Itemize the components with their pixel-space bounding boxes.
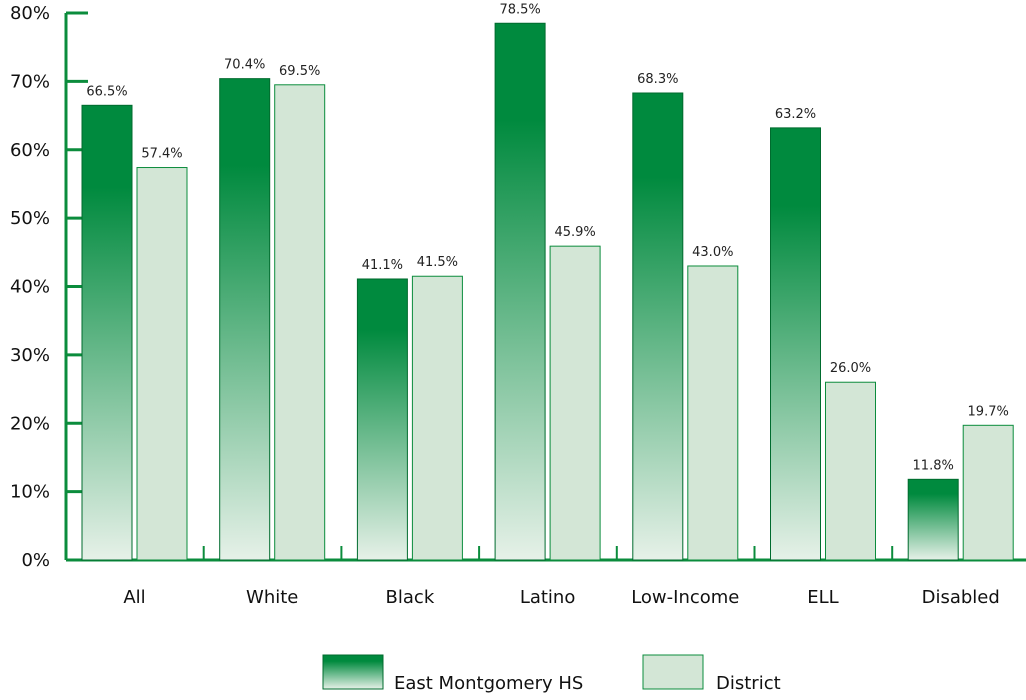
bar-east-montgomery-hs-low-income xyxy=(632,92,684,561)
y-tick-label: 40% xyxy=(10,277,50,298)
data-label: 45.9% xyxy=(554,225,595,240)
x-category-label: ELL xyxy=(807,587,838,608)
bar-east-montgomery-hs-disabled xyxy=(907,478,959,561)
bar-district-all xyxy=(136,167,188,561)
bar-district-latino xyxy=(549,245,601,561)
x-category-label: All xyxy=(123,587,145,608)
bar-east-montgomery-hs-latino xyxy=(494,22,546,561)
y-tick-label: 50% xyxy=(10,208,50,229)
x-category-label: Disabled xyxy=(922,587,1000,608)
data-label: 70.4% xyxy=(224,58,265,73)
y-tick-label: 0% xyxy=(21,550,50,571)
y-tick-label: 60% xyxy=(10,140,50,161)
data-label: 66.5% xyxy=(86,84,127,99)
data-labels: 66.5% 57.4% 70.4% 69.5% 41.1% 41.5% 78.5% 45.9%… xyxy=(86,2,1009,473)
bar-district-ell xyxy=(825,381,876,561)
bar-district-low-income xyxy=(687,265,739,561)
y-tick-label: 10% xyxy=(10,482,50,503)
bars xyxy=(81,22,1014,561)
bar-district-disabled xyxy=(962,424,1014,561)
x-category-label: Latino xyxy=(520,587,576,608)
data-label: 69.5% xyxy=(279,64,320,79)
x-category-label: Black xyxy=(386,587,435,608)
data-label: 57.4% xyxy=(141,147,182,162)
data-label: 41.1% xyxy=(362,258,403,273)
data-label: 41.5% xyxy=(417,255,458,270)
x-category-label: White xyxy=(246,587,298,608)
legend-swatch-east-montgomery-hs xyxy=(322,654,384,690)
bar-east-montgomery-hs-white xyxy=(219,78,271,561)
legend: East Montgomery HS District xyxy=(322,654,781,694)
y-tick-label: 20% xyxy=(10,413,50,434)
y-tick-label: 80% xyxy=(10,3,50,24)
legend-label-east-montgomery-hs: East Montgomery HS xyxy=(394,673,583,694)
data-label: 63.2% xyxy=(775,107,816,122)
data-label: 19.7% xyxy=(968,404,1009,419)
bar-east-montgomery-hs-all xyxy=(81,104,133,561)
data-label: 68.3% xyxy=(637,72,678,87)
data-label: 43.0% xyxy=(692,245,733,260)
x-axis: All White Black Latino Low-Income ELL Disabled xyxy=(66,546,1026,608)
x-category-label: Low-Income xyxy=(631,587,739,608)
data-label: 26.0% xyxy=(830,361,871,376)
legend-swatch-district xyxy=(642,654,704,690)
y-tick-label: 30% xyxy=(10,345,50,366)
bar-district-black xyxy=(411,275,463,561)
data-label: 78.5% xyxy=(499,2,540,17)
data-label: 11.8% xyxy=(913,458,954,473)
bar-east-montgomery-hs-black xyxy=(356,278,408,561)
legend-label-district: District xyxy=(716,673,781,694)
bar-east-montgomery-hs-ell xyxy=(770,127,821,561)
bar-district-white xyxy=(274,84,326,561)
y-axis: 0% 10% 20% 30% 40% 50% 60% 70% 80% xyxy=(10,3,88,571)
y-tick-label: 70% xyxy=(10,71,50,92)
